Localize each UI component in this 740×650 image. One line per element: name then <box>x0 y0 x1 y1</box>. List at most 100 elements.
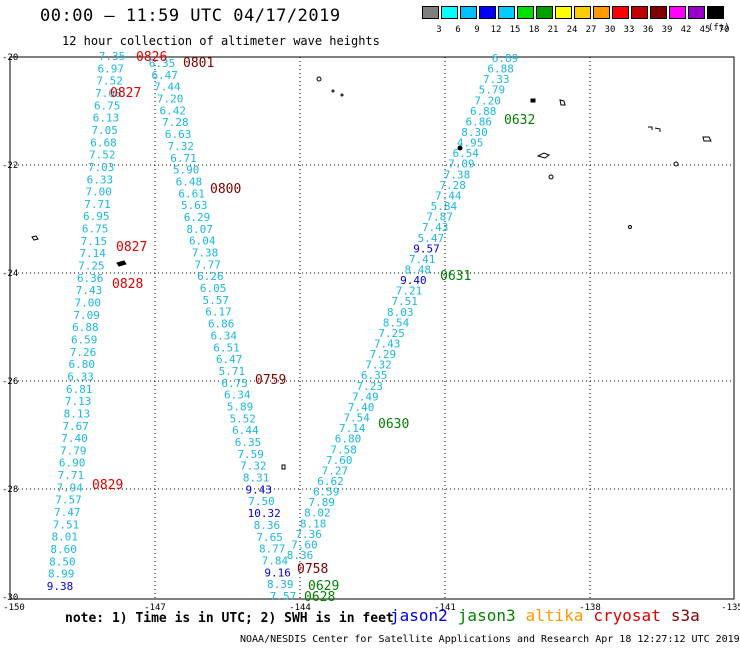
wave-height-value: 9.40 <box>400 274 427 287</box>
longitude-tick-label: -150 <box>3 603 25 613</box>
wave-height-value: 7.59 <box>237 448 264 461</box>
pass-time-label: 0759 <box>255 373 286 388</box>
wave-height-value: 7.51 <box>53 518 80 531</box>
wave-height-value: 6.88 <box>487 63 514 76</box>
wave-height-value: 7.52 <box>96 75 123 88</box>
wave-height-value: 7.60 <box>326 454 353 467</box>
axis-tick-labels: -150 -147 -144 -141 -138 -135 -20 -22 -24 -26 -28 -… <box>2 53 740 613</box>
color-scale-swatch <box>650 6 667 19</box>
wave-height-value: 8.18 <box>300 517 327 530</box>
wave-height-value: 5.71 <box>219 365 246 378</box>
wave-height-value: 7.21 <box>396 285 423 298</box>
wave-height-value: 7.36 <box>295 528 322 541</box>
wave-height-value: 6.35 <box>235 436 262 449</box>
grid-lines <box>10 57 734 599</box>
wave-height-value: 6.33 <box>67 371 94 384</box>
wave-height-value: 8.50 <box>49 555 76 568</box>
wave-height-value: 7.57 <box>55 494 82 507</box>
latitude-tick-label: -22 <box>2 161 18 171</box>
credit-line: NOAA/NESDIS Center for Satellite Applica… <box>240 634 740 645</box>
wave-height-value: 7.43 <box>374 338 401 351</box>
latitude-tick-label: -28 <box>2 485 18 495</box>
longitude-tick-label: -138 <box>579 603 601 613</box>
wave-height-value: 5.47 <box>418 232 445 245</box>
pass-time-label: 0828 <box>112 277 143 292</box>
wave-height-value: 6.13 <box>93 112 120 125</box>
wave-height-value: 7.20 <box>474 94 501 107</box>
color-scale-label: 6 <box>455 25 461 35</box>
color-scale-label: 36 <box>642 25 654 35</box>
pass-time-label: 0629 <box>308 579 339 594</box>
wave-height-value: 6.33 <box>87 173 114 186</box>
wave-height-value: 7.67 <box>62 420 89 433</box>
wave-height-value: 7.14 <box>339 422 366 435</box>
wave-height-value: 8.30 <box>461 126 488 139</box>
wave-height-value: 9.16 <box>264 566 291 579</box>
color-scale-swatch <box>574 6 591 19</box>
wave-height-value: 6.36 <box>77 272 104 285</box>
wave-height-value: 6.17 <box>205 306 232 319</box>
legend-jason2: jason2 <box>390 606 448 625</box>
wave-height-value: 8.03 <box>387 306 414 319</box>
color-scale-swatch <box>593 6 610 19</box>
wave-height-value: 7.26 <box>70 346 97 359</box>
wave-height-value: 6.89 <box>492 52 519 65</box>
wave-height-value: 7.14 <box>79 247 106 260</box>
color-scale-swatch <box>669 6 686 19</box>
wave-height-value: 7.50 <box>248 495 275 508</box>
wave-height-value: 7.20 <box>157 93 184 106</box>
wave-height-value: 7.35 <box>99 50 126 63</box>
longitude-tick-label: -147 <box>144 603 166 613</box>
color-scale-label: 27 <box>585 25 597 35</box>
wave-height-value: 6.59 <box>71 334 98 347</box>
wave-height-value: 6.29 <box>184 211 211 224</box>
wave-height-value: 7.89 <box>309 496 336 509</box>
wave-height-value: 7.87 <box>426 211 453 224</box>
color-scale-unit: (ft) <box>708 23 730 33</box>
wave-height-value: 5.90 <box>173 164 200 177</box>
color-scale-label: 42 <box>680 25 692 35</box>
color-scale-label: 70 <box>718 25 730 35</box>
wave-height-value: 7.52 <box>89 149 116 162</box>
wave-height-value: 7.44 <box>154 81 181 94</box>
wave-height-value: 6.90 <box>59 457 86 470</box>
wave-height-value: 7.40 <box>61 432 88 445</box>
wave-height-value: 7.27 <box>322 464 349 477</box>
wave-height-value: 10.32 <box>248 507 281 520</box>
wave-height-value: 8.07 <box>186 223 213 236</box>
color-scale-label: 9 <box>474 25 480 35</box>
wave-height-value: 8.39 <box>267 578 294 591</box>
color-scale-label: 24 <box>566 25 578 35</box>
wave-height-value: 7.79 <box>60 444 87 457</box>
pass-time-label: 0758 <box>297 562 328 577</box>
color-scale-label: 3 <box>436 25 442 35</box>
wave-height-value: 5.52 <box>229 412 256 425</box>
longitude-tick-label: -141 <box>434 603 456 613</box>
wave-height-value: 6.88 <box>72 321 99 334</box>
wave-height-value: 7.38 <box>444 168 471 181</box>
wave-height-value: 6.80 <box>69 358 96 371</box>
wave-height-value: 6.61 <box>178 187 205 200</box>
map-frame <box>9 56 735 600</box>
wave-height-value: 7.41 <box>409 253 436 266</box>
wave-height-value: 7.29 <box>370 348 397 361</box>
wave-height-value: 7.03 <box>88 161 115 174</box>
wave-height-value: 8.36 <box>287 549 314 562</box>
altimeter-tracks: 7.356.977.527.686.756.137.056.687.527.03… <box>47 50 519 603</box>
wave-height-value: 6.47 <box>216 353 243 366</box>
wave-height-value: 7.13 <box>65 395 92 408</box>
wave-height-value: 6.68 <box>90 136 117 149</box>
wave-height-value: 7.51 <box>391 295 418 308</box>
wave-height-value: 8.31 <box>243 472 270 485</box>
wave-height-value: 6.42 <box>160 104 187 117</box>
wave-height-value: 6.75 <box>221 377 248 390</box>
wave-height-value: 6.97 <box>98 62 125 75</box>
wave-height-value: 6.86 <box>208 318 235 331</box>
wave-height-value: 6.63 <box>165 128 192 141</box>
color-scale-label: 12 <box>490 25 502 35</box>
wave-height-value: 6.75 <box>94 99 121 112</box>
color-scale-swatch <box>422 6 439 19</box>
color-scale-swatch <box>612 6 629 19</box>
wave-height-value: 5.79 <box>479 84 506 97</box>
